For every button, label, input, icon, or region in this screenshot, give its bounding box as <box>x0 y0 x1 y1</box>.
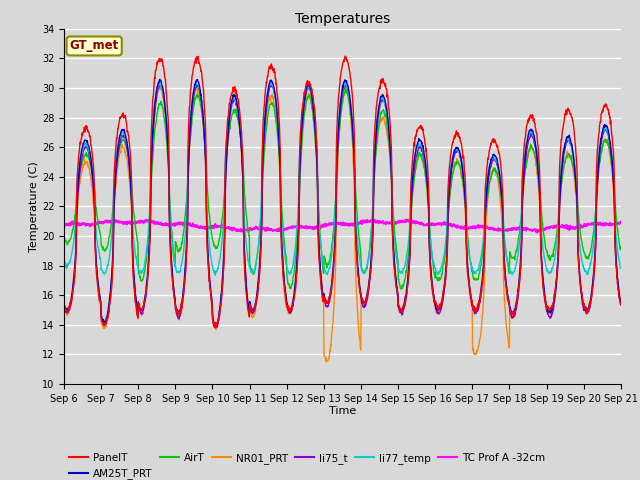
Title: Temperatures: Temperatures <box>295 12 390 26</box>
Text: GT_met: GT_met <box>70 39 119 52</box>
Legend: PanelT, AM25T_PRT, AirT, NR01_PRT, li75_t, li77_temp, TC Prof A -32cm: PanelT, AM25T_PRT, AirT, NR01_PRT, li75_… <box>69 453 545 479</box>
Y-axis label: Temperature (C): Temperature (C) <box>29 161 39 252</box>
X-axis label: Time: Time <box>329 407 356 417</box>
